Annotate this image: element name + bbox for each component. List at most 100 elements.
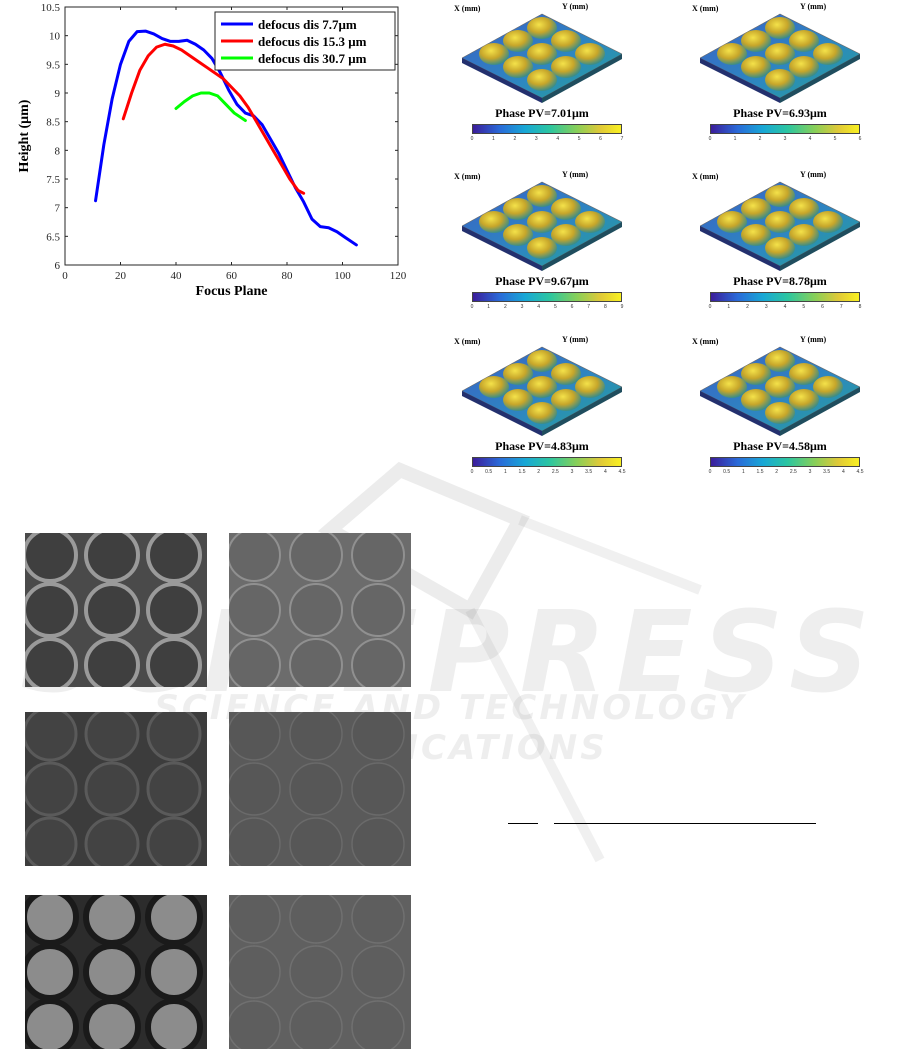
colorbar-tick-label: 6	[821, 304, 824, 310]
phase-map-panel-6: X (mm) Y (mm) Phase PV=4.58μm 0 0.5 1 1.5 2 2.5 3…	[690, 335, 870, 490]
micro-image-2	[229, 533, 411, 687]
colorbar-tick-label: 5	[577, 136, 581, 142]
colorbar	[472, 124, 622, 134]
colorbar-tick-label: 3.5	[823, 469, 831, 475]
colorbar-tick-label: 5	[553, 304, 557, 310]
micro-svg	[229, 895, 411, 1049]
phase-map-panel-1: X (mm) Y (mm) Phase PV=7.01μm 0 1 2 3 4 5 6 7	[452, 2, 632, 157]
colorbar-tick-label: 3	[570, 469, 574, 475]
x-axis-label: X (mm)	[692, 4, 719, 13]
colorbar-tick-label: 1	[503, 469, 507, 475]
surface-plot-4	[699, 181, 861, 271]
colorbar-ticks: 0 1 2 3 4 5 6 7 8 9	[470, 304, 624, 312]
colorbar-tick-label: 0	[708, 136, 712, 142]
y-axis-label: Height (μm)	[17, 99, 32, 172]
x-tick-label: 20	[115, 270, 127, 282]
colorbar-ticks: 0 0.5 1 1.5 2 2.5 3 3.5 4 4.5	[470, 469, 626, 477]
colorbar-tick-label: 4	[537, 304, 541, 310]
colorbar-tick-label: 8	[858, 304, 862, 310]
colorbar	[472, 457, 622, 467]
surface-plot-6	[699, 346, 861, 436]
colorbar-tick-label: 7	[587, 304, 591, 310]
phase-caption: Phase PV=7.01μm	[495, 106, 589, 120]
colorbar-ticks: 0 1 2 3 4 5 6	[708, 136, 862, 144]
surface-plot-2	[699, 13, 861, 103]
chart-svg: 0 20 40 60 80 100 120 6 6.5 7 7.5 8 8.5 9 9.5 10 10.5 Foc…	[17, 2, 407, 299]
colorbar-tick-label: 0	[708, 469, 712, 475]
colorbar-tick-label: 0	[708, 304, 712, 310]
x-axis-label: X (mm)	[454, 4, 481, 13]
y-axis-label: Y (mm)	[800, 2, 827, 11]
y-tick-label: 7	[55, 203, 61, 215]
y-tick-label: 8	[55, 145, 61, 157]
y-axis-label: Y (mm)	[562, 335, 589, 344]
colorbar-tick-label: 1	[741, 469, 745, 475]
phase-map-panel-2: X (mm) Y (mm) Phase PV=6.93μm 0 1 2 3 4 5 6	[690, 2, 870, 157]
phase-caption: Phase PV=4.83μm	[495, 439, 589, 453]
colorbar-tick-label: 4	[603, 469, 607, 475]
micro-svg	[229, 712, 411, 866]
colorbar	[710, 457, 860, 467]
y-axis-label: Y (mm)	[800, 170, 827, 179]
colorbar-tick-label: 1	[733, 136, 737, 142]
micro-image-3	[25, 712, 207, 866]
x-tick-label: 120	[390, 270, 407, 282]
x-axis-label: X (mm)	[692, 172, 719, 181]
y-tick-label: 6.5	[46, 231, 60, 243]
x-axis-label: X (mm)	[692, 337, 719, 346]
colorbar-tick-label: 2	[513, 136, 517, 142]
y-tick-label: 6	[55, 260, 61, 272]
colorbar-ticks: 0 1 2 3 4 5 6 7 8	[708, 304, 862, 312]
colorbar-tick-label: 3.5	[585, 469, 593, 475]
colorbar-tick-label: 3	[520, 304, 524, 310]
micro-svg	[25, 895, 207, 1049]
micro-svg	[25, 533, 207, 687]
colorbar-tick-label: 1.5	[756, 469, 764, 475]
phase-caption: Phase PV=6.93μm	[733, 106, 827, 120]
colorbar-tick-label: 5	[802, 304, 806, 310]
x-tick-label: 100	[334, 270, 351, 282]
colorbar-tick-label: 4.5	[618, 469, 626, 475]
colorbar-tick-label: 2	[758, 136, 762, 142]
x-tick-label: 80	[282, 270, 294, 282]
y-axis-label: Y (mm)	[562, 2, 589, 11]
x-axis-label: X (mm)	[454, 172, 481, 181]
legend-label-2: defocus dis 15.3 μm	[258, 34, 367, 49]
colorbar-tick-label: 0	[470, 469, 474, 475]
colorbar-tick-label: 9	[620, 304, 624, 310]
y-axis-label: Y (mm)	[800, 335, 827, 344]
y-tick-label: 8.5	[46, 117, 60, 129]
x-tick-label: 60	[226, 270, 238, 282]
colorbar-tick-label: 3	[808, 469, 812, 475]
colorbar-tick-label: 7	[620, 136, 624, 142]
colorbar-tick-label: 2.5	[789, 469, 797, 475]
colorbar-tick-label: 1	[492, 136, 495, 142]
colorbar	[710, 124, 860, 134]
phase-caption: Phase PV=8.78μm	[733, 274, 827, 288]
table-rule-long	[554, 823, 816, 824]
x-axis-label: X (mm)	[454, 337, 481, 346]
x-tick-label: 0	[62, 270, 68, 282]
micro-image-6	[229, 895, 411, 1049]
micro-image-5	[25, 895, 207, 1049]
colorbar-tick-label: 1	[487, 304, 491, 310]
x-tick-label: 40	[171, 270, 183, 282]
colorbar-tick-label: 4	[808, 136, 812, 142]
colorbar-tick-label: 2	[503, 304, 507, 310]
surface-plot-3	[461, 181, 623, 271]
series-line-2	[121, 42, 306, 195]
surface-plot-5	[461, 346, 623, 436]
x-axis-label: Focus Plane	[196, 284, 268, 299]
colorbar-ticks: 0 1 2 3 4 5 6 7	[471, 136, 624, 144]
colorbar-tick-label: 6	[858, 136, 862, 142]
colorbar-tick-label: 0	[470, 304, 474, 310]
y-axis-label: Y (mm)	[562, 170, 589, 179]
y-tick-label: 7.5	[46, 174, 60, 186]
colorbar-tick-label: 6	[599, 136, 602, 142]
height-vs-focus-chart: 0 20 40 60 80 100 120 6 6.5 7 7.5 8 8.5 9 9.5 10 10.5 Foc…	[10, 0, 410, 310]
table-rule-short	[508, 823, 538, 824]
phase-caption: Phase PV=9.67μm	[495, 274, 589, 288]
colorbar-tick-label: 0.5	[485, 469, 493, 475]
colorbar-tick-label: 1.5	[518, 469, 526, 475]
surface-plot-1	[461, 13, 623, 103]
